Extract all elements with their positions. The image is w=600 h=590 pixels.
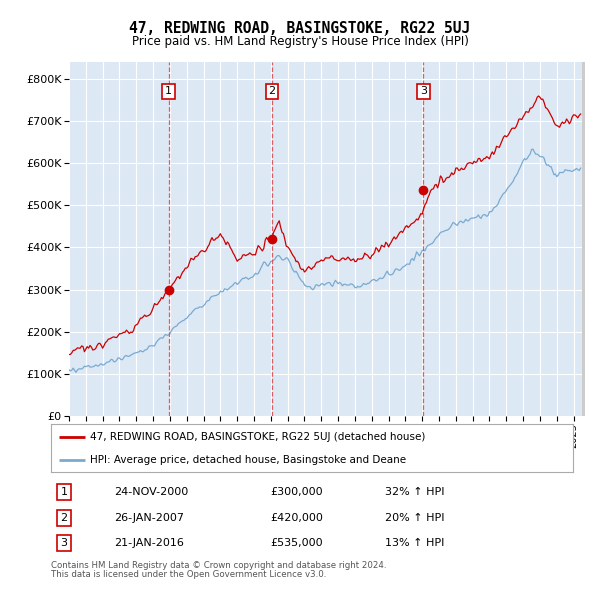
Text: 24-NOV-2000: 24-NOV-2000: [113, 487, 188, 497]
Text: 1: 1: [61, 487, 68, 497]
Text: £300,000: £300,000: [270, 487, 323, 497]
Text: 32% ↑ HPI: 32% ↑ HPI: [385, 487, 445, 497]
Text: HPI: Average price, detached house, Basingstoke and Deane: HPI: Average price, detached house, Basi…: [90, 455, 406, 466]
Text: 26-JAN-2007: 26-JAN-2007: [113, 513, 184, 523]
Text: £535,000: £535,000: [270, 538, 323, 548]
Text: 47, REDWING ROAD, BASINGSTOKE, RG22 5UJ: 47, REDWING ROAD, BASINGSTOKE, RG22 5UJ: [130, 21, 470, 35]
Text: Price paid vs. HM Land Registry's House Price Index (HPI): Price paid vs. HM Land Registry's House …: [131, 35, 469, 48]
Text: This data is licensed under the Open Government Licence v3.0.: This data is licensed under the Open Gov…: [51, 570, 326, 579]
Text: 2: 2: [61, 513, 68, 523]
Text: 3: 3: [61, 538, 68, 548]
Text: 2: 2: [268, 87, 275, 96]
Text: 21-JAN-2016: 21-JAN-2016: [113, 538, 184, 548]
Text: £420,000: £420,000: [270, 513, 323, 523]
Text: 20% ↑ HPI: 20% ↑ HPI: [385, 513, 445, 523]
Text: 47, REDWING ROAD, BASINGSTOKE, RG22 5UJ (detached house): 47, REDWING ROAD, BASINGSTOKE, RG22 5UJ …: [90, 432, 425, 442]
Text: Contains HM Land Registry data © Crown copyright and database right 2024.: Contains HM Land Registry data © Crown c…: [51, 560, 386, 569]
Text: 3: 3: [420, 87, 427, 96]
Text: 13% ↑ HPI: 13% ↑ HPI: [385, 538, 445, 548]
Text: 1: 1: [165, 87, 172, 96]
